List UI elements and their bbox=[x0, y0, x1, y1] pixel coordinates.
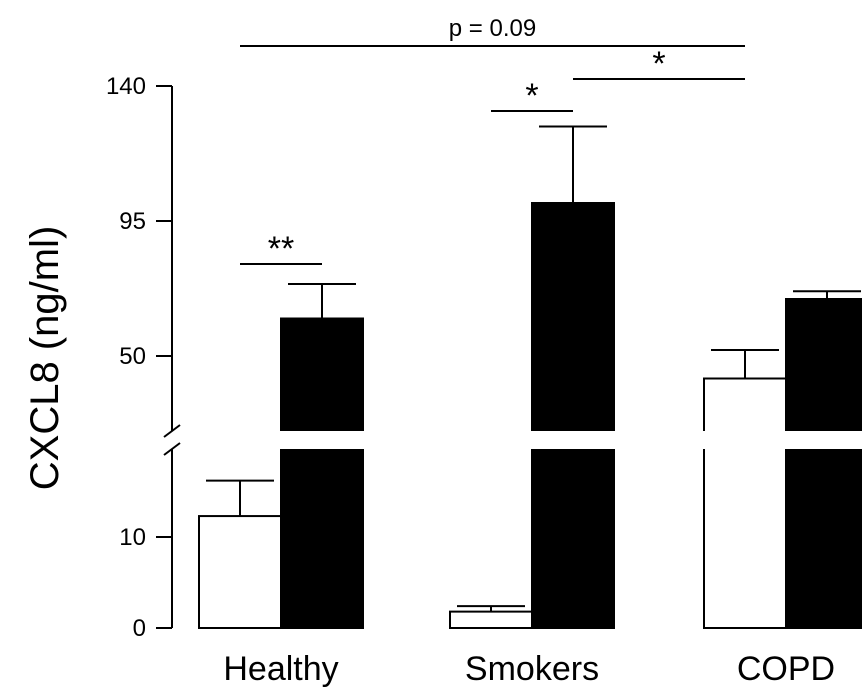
bar-smokers-open bbox=[449, 610, 533, 629]
axis-break-band bbox=[173, 431, 862, 449]
bar-smokers-filled bbox=[531, 202, 615, 629]
y-tick-label-0: 0 bbox=[133, 615, 146, 642]
bar-copd-filled bbox=[785, 298, 862, 629]
bars-layer bbox=[198, 125, 862, 630]
axis-break-mark-bottom bbox=[163, 442, 181, 456]
significance-annotations: ****p = 0.09 bbox=[240, 15, 745, 268]
significance-label-1: * bbox=[525, 77, 538, 115]
x-tick-labels: Healthy Smokers COPD bbox=[223, 650, 835, 688]
significance-label-0: ** bbox=[268, 230, 294, 268]
x-tick-label-copd: COPD bbox=[737, 650, 835, 688]
bar-healthy-open bbox=[198, 515, 282, 630]
significance-label-3: p = 0.09 bbox=[449, 15, 536, 42]
y-axis: 0 10 50 95 140 bbox=[106, 73, 173, 642]
y-tick-label-95: 95 bbox=[119, 208, 146, 235]
y-tick-label-10: 10 bbox=[119, 524, 146, 551]
bar-healthy-filled bbox=[280, 317, 364, 629]
y-tick-label-50: 50 bbox=[119, 343, 146, 370]
axis-break bbox=[163, 424, 862, 456]
significance-label-2: * bbox=[652, 45, 665, 83]
y-tick-label-140: 140 bbox=[106, 73, 146, 100]
axis-break-mark-top bbox=[163, 424, 181, 438]
y-axis-title: CXCL8 (ng/ml) bbox=[23, 226, 67, 491]
bar-copd-open bbox=[703, 377, 787, 629]
x-tick-label-smokers: Smokers bbox=[465, 650, 599, 688]
x-tick-label-healthy: Healthy bbox=[223, 650, 338, 688]
